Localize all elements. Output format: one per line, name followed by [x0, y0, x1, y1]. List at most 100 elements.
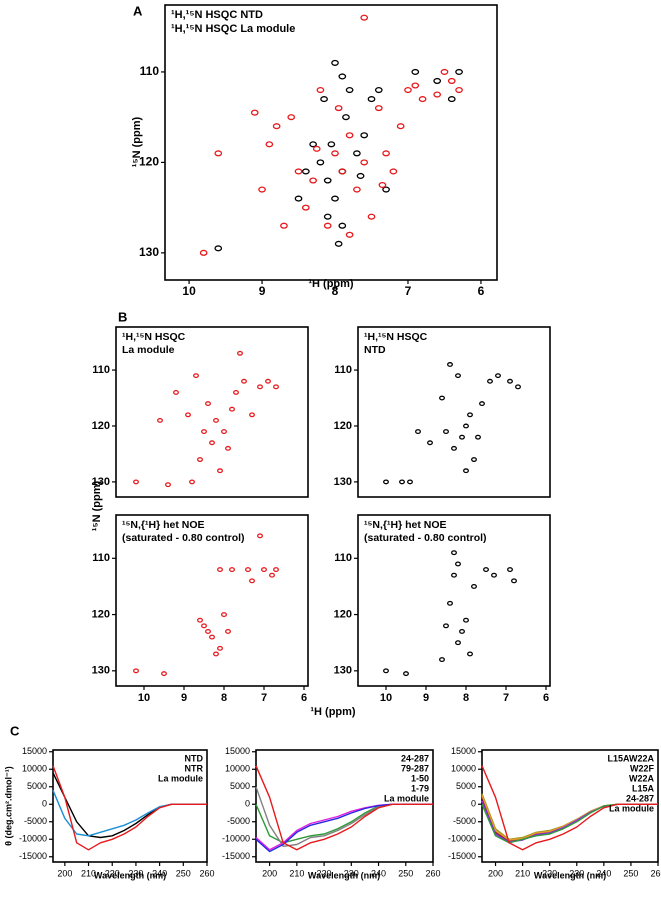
peak — [353, 150, 361, 157]
peak — [233, 389, 239, 395]
peak — [443, 429, 449, 435]
peak — [507, 567, 513, 573]
panel-letter: B — [118, 309, 127, 324]
peak — [447, 600, 453, 606]
peak — [327, 141, 336, 148]
y-tick-label: 120 — [92, 420, 110, 432]
x-tick-label: 7 — [503, 692, 509, 704]
peak — [157, 417, 163, 423]
peak — [342, 114, 350, 121]
peak — [257, 384, 263, 390]
peak — [487, 378, 493, 384]
peak — [301, 204, 310, 211]
y-tick-label: 120 — [139, 155, 159, 169]
peak — [261, 567, 267, 573]
legend-entry: L15A — [632, 783, 655, 793]
peak — [367, 213, 376, 220]
x-tick-label: 210 — [81, 868, 96, 878]
y-tick-label: 120 — [334, 608, 352, 620]
peak — [273, 567, 279, 573]
peak — [245, 567, 251, 573]
peak — [463, 468, 469, 474]
legend-entry: 24-287 — [626, 793, 654, 803]
x-tick-label: 220 — [317, 868, 332, 878]
y-tick-label: -5000 — [24, 816, 47, 826]
y-tick-label: 110 — [334, 552, 352, 564]
peak — [403, 671, 409, 677]
peak — [404, 86, 412, 94]
y-axis-label: ¹⁵N (ppm) — [91, 480, 103, 531]
peak — [331, 150, 339, 157]
peak — [507, 378, 513, 384]
peak — [378, 181, 387, 189]
x-tick-label: 200 — [262, 868, 277, 878]
x-tick-label: 7 — [405, 284, 412, 298]
peak — [483, 567, 489, 573]
peak — [447, 362, 453, 367]
peak — [237, 350, 243, 356]
peak — [345, 86, 354, 94]
panel-title: La module — [122, 344, 175, 356]
y-tick-label: 0 — [42, 799, 47, 809]
peak — [269, 572, 275, 578]
x-tick-label: 240 — [152, 868, 167, 878]
peak — [338, 73, 347, 80]
peak — [411, 68, 420, 75]
legend-entry: ¹H,¹⁵N HSQC La module — [171, 23, 295, 35]
y-tick-label: 130 — [92, 665, 110, 677]
legend-entry: NTD — [185, 753, 204, 763]
peak — [185, 412, 191, 418]
peak — [433, 91, 442, 98]
peak — [214, 245, 223, 252]
peak — [415, 429, 421, 435]
y-tick-label: -5000 — [453, 816, 476, 826]
peak — [258, 186, 266, 193]
peak — [249, 412, 255, 418]
peak — [217, 645, 223, 651]
peak — [173, 389, 179, 395]
peak — [356, 172, 365, 180]
peak — [257, 533, 263, 539]
x-tick-label: 10 — [182, 284, 196, 298]
peak — [161, 671, 167, 677]
x-axis-label: Wavelength (nm) — [534, 870, 606, 880]
x-tick-label: 9 — [259, 284, 266, 298]
peak — [133, 479, 139, 485]
panel-title: ¹H,¹⁵N HSQC — [364, 331, 428, 343]
peak — [229, 567, 235, 573]
peak — [213, 651, 219, 657]
peak — [455, 68, 463, 75]
y-tick-label: -10000 — [19, 834, 47, 844]
peak — [515, 384, 521, 390]
peak — [418, 96, 427, 103]
peak — [345, 132, 354, 139]
peak — [399, 479, 405, 485]
x-tick-label: 10 — [380, 692, 392, 704]
x-tick-label: 250 — [176, 868, 191, 878]
peak — [316, 86, 325, 94]
peak — [323, 222, 332, 229]
panel-title: (saturated - 0.80 control) — [122, 532, 245, 544]
y-tick-label: 110 — [334, 364, 352, 376]
peak — [209, 634, 215, 640]
plot-frame — [164, 4, 498, 281]
peak — [165, 482, 171, 488]
peak — [360, 14, 369, 21]
peak — [331, 195, 339, 202]
peak — [320, 96, 328, 103]
peak — [360, 159, 369, 166]
panel-letter: A — [133, 3, 143, 18]
cd-curve — [52, 790, 207, 837]
peak — [272, 123, 281, 130]
y-tick-label: 130 — [92, 476, 110, 488]
x-axis-label: Wavelength (nm) — [308, 870, 380, 880]
y-axis-label: θ (deg.cm².dmol⁻¹) — [3, 766, 13, 846]
x-tick-label: 210 — [289, 868, 304, 878]
peak — [213, 417, 219, 423]
peak — [241, 378, 247, 384]
peak — [383, 668, 389, 674]
peak — [383, 479, 389, 485]
peak — [439, 395, 445, 401]
legend-entry: 1-79 — [411, 783, 429, 793]
peak — [280, 222, 288, 229]
